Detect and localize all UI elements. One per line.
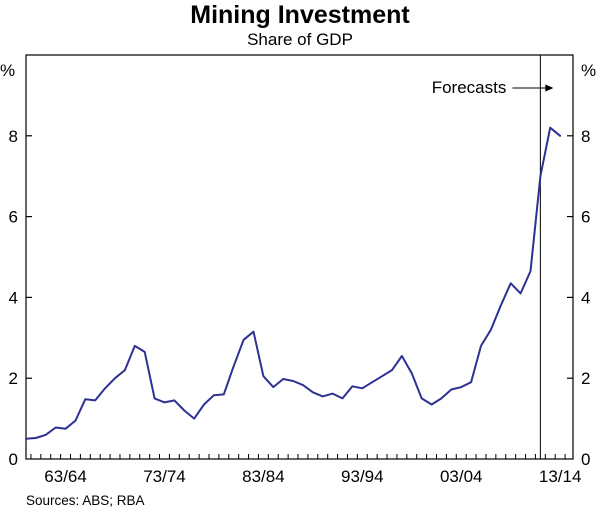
x-axis: 63/64 73/74 83/84 93/94 03/04 13/14 bbox=[30, 454, 582, 486]
y-unit-left: % bbox=[0, 61, 15, 80]
y-tick-label-right: 0 bbox=[581, 450, 590, 469]
plot-frame bbox=[25, 54, 574, 460]
y-tick-label-left: 0 bbox=[9, 450, 18, 469]
source-note: Sources: ABS; RBA bbox=[26, 493, 145, 508]
y-tick-label-left: 4 bbox=[9, 288, 18, 307]
y-tick-label-right: 6 bbox=[581, 208, 590, 227]
x-tick-label: 83/84 bbox=[242, 467, 285, 486]
x-tick-label: 13/14 bbox=[539, 467, 582, 486]
x-tick-label: 93/94 bbox=[341, 467, 384, 486]
series-line-mining-investment bbox=[25, 126, 562, 440]
y-tick-label-right: 8 bbox=[581, 127, 590, 146]
forecast-label: Forecasts bbox=[432, 78, 507, 97]
forecast-arrow-head bbox=[545, 84, 554, 92]
chart-subtitle: Share of GDP bbox=[247, 30, 353, 49]
y-tick-label-right: 2 bbox=[581, 369, 590, 388]
x-tick-label: 63/64 bbox=[44, 467, 87, 486]
y-tick-label-left: 6 bbox=[9, 208, 18, 227]
series-group bbox=[25, 126, 562, 440]
x-tick-label: 03/04 bbox=[440, 467, 483, 486]
y-tick-label-left: 2 bbox=[9, 369, 18, 388]
x-tick-label: 73/74 bbox=[143, 467, 186, 486]
y-axis: 0 0 2 2 4 4 6 6 8 8 bbox=[9, 127, 591, 469]
forecast-annotation: Forecasts bbox=[432, 55, 554, 459]
y-tick-label-left: 8 bbox=[9, 127, 18, 146]
y-tick-label-right: 4 bbox=[581, 288, 590, 307]
y-unit-right: % bbox=[581, 61, 596, 80]
chart-title: Mining Investment bbox=[190, 1, 410, 29]
